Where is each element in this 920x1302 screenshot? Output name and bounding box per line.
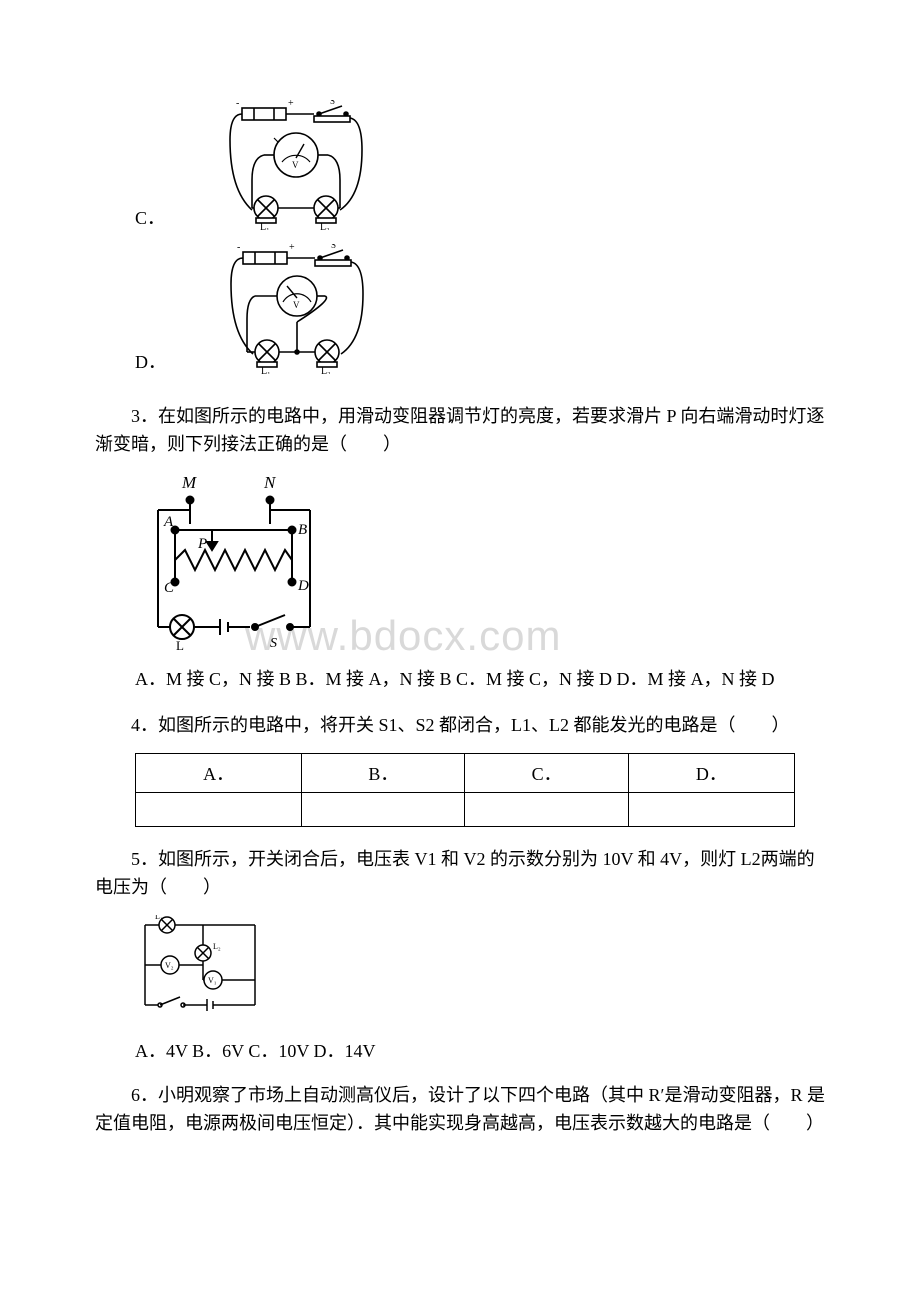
svg-text:S: S [270, 636, 277, 651]
q4-cell-a [136, 793, 302, 827]
svg-text:-: - [237, 244, 240, 253]
svg-text:L: L [176, 638, 184, 652]
q5-diagram: L₁ L₂ V₂ V₁ [135, 915, 825, 1025]
q5-text: 5．如图所示，开关闭合后，电压表 V1 和 V2 的示数分别为 10V 和 4V… [95, 845, 825, 901]
q3-options: A．M 接 C，N 接 B B．M 接 A，N 接 B C．M 接 C，N 接 … [135, 665, 825, 693]
svg-text:L₁: L₁ [260, 222, 270, 230]
q5-options: A．4V B．6V C．10V D．14V [135, 1037, 825, 1063]
q4-cell-d [628, 793, 794, 827]
q4-cell-b [302, 793, 465, 827]
svg-text:V₂: V₂ [165, 961, 174, 970]
q4-text: 4．如图所示的电路中，将开关 S1、S2 都闭合，L1、L2 都能发光的电路是（… [95, 711, 825, 739]
svg-text:L₁: L₁ [261, 366, 271, 374]
svg-text:A: A [163, 514, 174, 530]
q6-text: 6．小明观察了市场上自动测高仪后，设计了以下四个电路（其中 R′是滑动变阻器，R… [95, 1081, 825, 1137]
svg-text:N: N [263, 473, 277, 492]
svg-text:+: + [289, 244, 295, 253]
q4-table: A． B． C． D． [135, 753, 795, 827]
q2-circuit-c-diagram: - + S V [224, 100, 369, 235]
svg-text:L₂: L₂ [321, 366, 331, 374]
svg-text:-: - [236, 100, 239, 109]
svg-text:C: C [164, 580, 175, 596]
svg-text:+: + [288, 100, 294, 109]
svg-text:L₂: L₂ [320, 222, 330, 230]
q4-header-d: D． [628, 754, 794, 793]
q4-header-b: B． [302, 754, 465, 793]
svg-text:V₁: V₁ [208, 976, 217, 985]
q2-option-c-letter: C． [135, 204, 165, 230]
q4-header-c: C． [465, 754, 628, 793]
svg-text:V: V [292, 160, 299, 170]
q2-circuit-d-diagram: - + S V [225, 244, 370, 379]
q2-option-d-row: D． - + S V [95, 244, 825, 384]
svg-text:V: V [293, 300, 300, 310]
svg-text:S: S [331, 244, 336, 250]
q4-cell-c [465, 793, 628, 827]
q3-diagram: M N A B P C D [140, 472, 825, 657]
q2-option-d-letter: D． [135, 348, 166, 374]
svg-text:L₂: L₂ [213, 942, 221, 951]
svg-text:S: S [330, 100, 335, 106]
svg-text:B: B [298, 522, 307, 538]
svg-text:M: M [181, 473, 197, 492]
svg-text:L₁: L₁ [155, 915, 163, 921]
q3-text: 3．在如图所示的电路中，用滑动变阻器调节灯的亮度，若要求滑片 P 向右端滑动时灯… [95, 402, 825, 458]
q4-header-a: A． [136, 754, 302, 793]
svg-text:D: D [297, 578, 309, 594]
q2-option-c-row: C． - + S [95, 100, 825, 240]
